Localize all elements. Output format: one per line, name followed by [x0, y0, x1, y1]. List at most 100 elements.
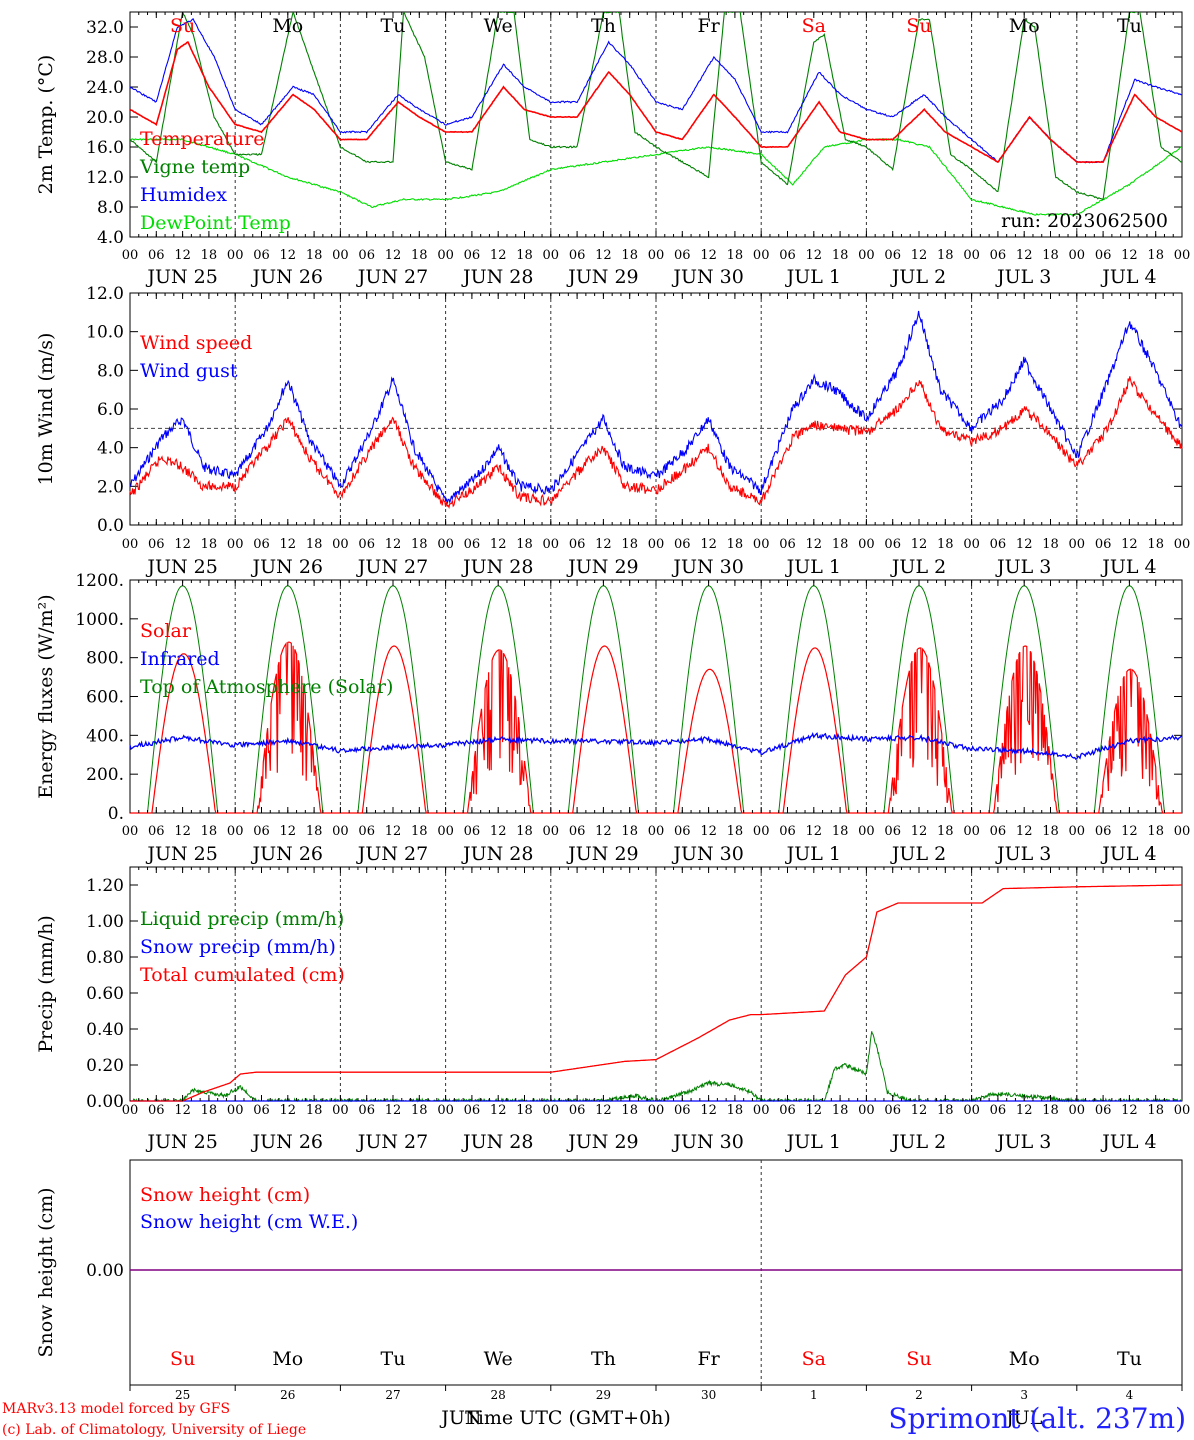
hour-tick-label: 12	[1016, 248, 1033, 263]
y-tick-label: 10.0	[86, 323, 124, 343]
hour-tick-label: 00	[858, 1103, 875, 1118]
date-label: JUN 25	[145, 266, 217, 288]
hour-tick-label: 06	[884, 248, 901, 263]
hour-tick-label: 12	[385, 537, 402, 552]
hour-tick-label: 12	[174, 248, 191, 263]
hour-tick-label: 18	[411, 248, 428, 263]
date-label: JUN 30	[671, 843, 743, 865]
hour-tick-label: 18	[727, 1103, 744, 1118]
hour-tick-label: 06	[779, 1103, 796, 1118]
date-label: JUN 29	[566, 266, 638, 288]
hour-tick-label: 00	[963, 248, 980, 263]
series-line-wind-speed	[129, 376, 1183, 509]
hour-tick-label: 18	[1147, 1103, 1164, 1118]
date-label: JUN 30	[671, 556, 743, 578]
hour-tick-label: 00	[963, 1103, 980, 1118]
y-tick-label: 1200.	[75, 571, 124, 591]
weekday-label: Su	[170, 15, 195, 37]
weekday-label: Fr	[697, 1348, 720, 1370]
y-tick-label: 400.	[86, 726, 124, 746]
hour-tick-label: 06	[674, 1103, 691, 1118]
hour-tick-label: 06	[1095, 1103, 1112, 1118]
hour-tick-label: 18	[201, 248, 218, 263]
hour-tick-label: 06	[358, 824, 375, 839]
y-axis-label: Precip (mm/h)	[35, 915, 57, 1053]
hour-tick-label: 12	[595, 1103, 612, 1118]
series-line-temperature	[130, 40, 1182, 164]
hour-tick-label: 18	[621, 824, 638, 839]
hour-tick-label: 00	[332, 248, 349, 263]
panels: 4.08.012.016.020.024.028.032.02m Temp. (…	[35, 11, 1190, 1429]
hour-tick-label: 12	[806, 824, 823, 839]
day-number-label: 2	[915, 1388, 923, 1402]
hour-tick-label: 18	[306, 248, 323, 263]
weekday-label: Tu	[1117, 15, 1142, 37]
hour-tick-label: 00	[437, 824, 454, 839]
date-label: JUL 2	[890, 266, 946, 288]
hour-tick-label: 18	[832, 248, 849, 263]
y-tick-label: 0.00	[86, 1261, 124, 1281]
legend-entry: Top of Atmosphere (Solar)	[140, 676, 393, 698]
hour-tick-label: 06	[990, 1103, 1007, 1118]
hour-tick-label: 12	[911, 824, 928, 839]
hour-tick-label: 00	[122, 824, 139, 839]
hour-tick-label: 18	[621, 1103, 638, 1118]
y-tick-label: 8.0	[97, 198, 124, 218]
date-label: JUL 3	[995, 556, 1051, 578]
hour-tick-label: 00	[332, 1103, 349, 1118]
weekday-label: Sa	[802, 1348, 826, 1370]
hour-tick-label: 06	[358, 248, 375, 263]
hour-tick-label: 00	[648, 1103, 665, 1118]
hour-tick-label: 12	[1121, 537, 1138, 552]
hour-tick-label: 06	[148, 537, 165, 552]
hour-tick-label: 12	[490, 537, 507, 552]
y-axis-label: 10m Wind (m/s)	[35, 333, 57, 486]
legend-entry: Snow height (cm)	[140, 1184, 310, 1206]
y-tick-label: 0.	[108, 804, 124, 824]
hour-tick-label: 18	[306, 824, 323, 839]
hour-tick-label: 18	[727, 537, 744, 552]
hour-tick-label: 18	[937, 824, 954, 839]
hour-tick-label: 00	[858, 248, 875, 263]
weekday-label: Su	[906, 15, 931, 37]
hour-tick-label: 00	[332, 824, 349, 839]
y-tick-label: 0.00	[86, 1092, 124, 1112]
hour-tick-label: 12	[280, 248, 297, 263]
date-label: JUL 4	[1100, 843, 1156, 865]
legend-entry: Humidex	[140, 184, 227, 206]
legend-entry: Temperature	[140, 128, 264, 150]
hour-tick-label: 18	[516, 537, 533, 552]
date-label: JUN 29	[566, 843, 638, 865]
weekday-label: Mo	[272, 1348, 303, 1370]
hour-tick-label: 00	[437, 537, 454, 552]
hour-tick-label: 06	[779, 824, 796, 839]
hour-tick-label: 12	[1121, 1103, 1138, 1118]
y-tick-label: 20.0	[86, 108, 124, 128]
y-tick-label: 6.0	[97, 400, 124, 420]
hour-tick-label: 06	[674, 824, 691, 839]
hour-tick-label: 00	[1174, 537, 1191, 552]
series-line-wind-gust	[129, 310, 1183, 505]
hour-tick-label: 12	[385, 1103, 402, 1118]
hour-tick-label: 06	[884, 824, 901, 839]
hour-tick-label: 12	[595, 537, 612, 552]
hour-tick-label: 12	[700, 1103, 717, 1118]
weekday-label: Su	[170, 1348, 195, 1370]
date-label: JUN 25	[145, 556, 217, 578]
hour-tick-label: 12	[280, 824, 297, 839]
day-number-label: 27	[385, 1388, 400, 1402]
hour-tick-label: 12	[385, 824, 402, 839]
hour-tick-label: 18	[621, 248, 638, 263]
y-tick-label: 1.20	[86, 876, 124, 896]
hour-tick-label: 00	[543, 248, 560, 263]
hour-tick-label: 18	[1147, 248, 1164, 263]
hour-tick-label: 00	[1069, 248, 1086, 263]
month-label: JUN	[439, 1407, 481, 1429]
hour-tick-label: 18	[201, 537, 218, 552]
hour-tick-label: 00	[332, 537, 349, 552]
y-tick-label: 28.0	[86, 48, 124, 68]
legend-entry: DewPoint Temp	[140, 212, 291, 234]
hour-tick-label: 18	[516, 248, 533, 263]
series-line-total-cumulated	[130, 884, 1182, 1102]
hour-tick-label: 12	[700, 824, 717, 839]
